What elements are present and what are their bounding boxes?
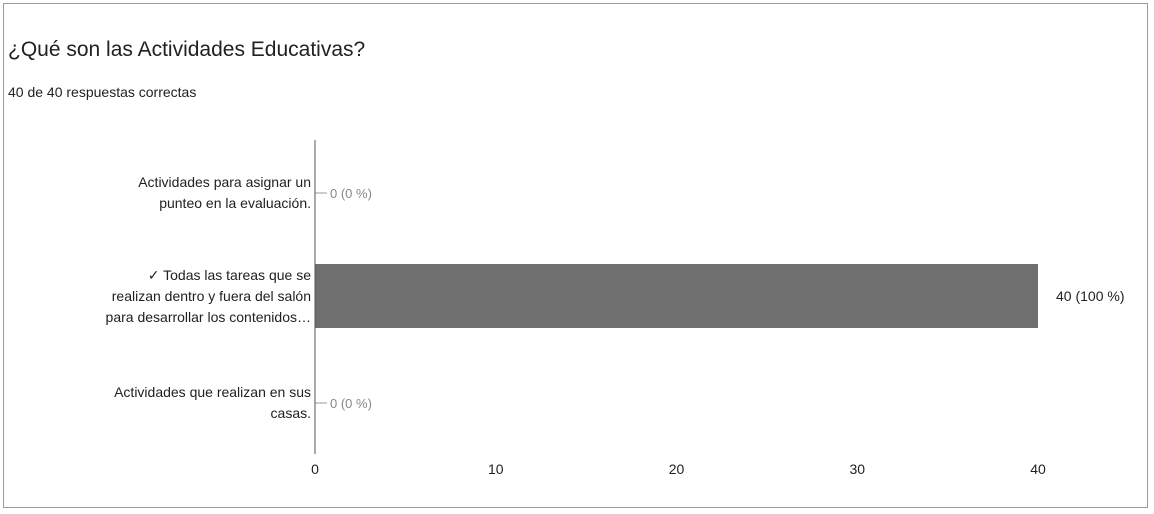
x-tick-label: 40 — [1030, 461, 1046, 477]
response-summary: 40 de 40 respuestas correctas — [8, 84, 197, 100]
bar — [315, 264, 1038, 328]
category-label: ✓ Todas las tareas que se realizan dentro… — [6, 265, 311, 328]
category-label-line: Actividades que realizan en sus — [114, 384, 311, 400]
category-label-line: punteo en la evaluación. — [159, 195, 311, 211]
bar-value-label: 0 (0 %) — [330, 186, 372, 201]
category-label: Actividades que realizan en sus casas. — [6, 382, 311, 424]
x-tick-label: 20 — [669, 461, 685, 477]
x-tick-label: 10 — [488, 461, 504, 477]
category-label-line: realizan dentro y fuera del salón — [111, 287, 311, 304]
question-title: ¿Qué son las Actividades Educativas? — [8, 38, 366, 61]
x-tick-label: 0 — [311, 461, 319, 477]
category-label-line: para desarrollar los contenidos… — [105, 308, 311, 325]
bar-value-label: 40 (100 %) — [1056, 288, 1124, 304]
bar-value-label: 0 (0 %) — [330, 396, 372, 411]
x-tick-label: 30 — [849, 461, 865, 477]
category-label-line: ✓ Todas las tareas que se — [147, 266, 311, 283]
category-label: Actividades para asignar un punteo en la … — [6, 172, 311, 214]
category-label-line: casas. — [270, 405, 311, 421]
question-card — [3, 3, 1148, 508]
category-label-line: Actividades para asignar un — [138, 174, 311, 190]
